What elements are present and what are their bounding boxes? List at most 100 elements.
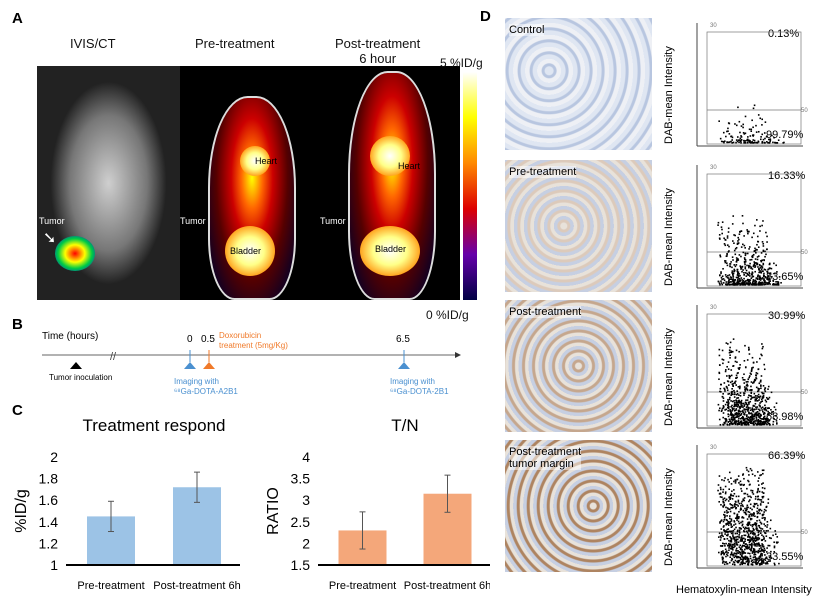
scatter-point — [759, 521, 762, 524]
scatter-point — [743, 382, 746, 384]
y-tick-label: 4 — [302, 449, 310, 465]
scatter-point — [726, 553, 728, 556]
scatter-point — [733, 270, 735, 273]
scatter-point — [735, 536, 737, 538]
scatter-point — [727, 500, 730, 502]
scatter-point — [756, 263, 759, 266]
scatter-point — [761, 124, 763, 126]
scatter-point — [772, 420, 775, 423]
scatter-point — [766, 420, 768, 423]
scatter-point — [725, 262, 728, 264]
scatter-point — [719, 535, 722, 537]
scatter-point — [736, 544, 739, 546]
scatter-point — [738, 415, 740, 417]
scatter-point — [726, 519, 728, 522]
scatter-point — [740, 412, 743, 415]
scatter-point — [722, 397, 725, 400]
scatter-point — [740, 139, 743, 141]
scatter-point — [730, 276, 733, 279]
scatter-point — [730, 421, 732, 424]
scatter-point — [720, 226, 723, 228]
scatter-point — [757, 423, 759, 425]
scatter-point — [756, 510, 758, 513]
scatter-point — [761, 241, 764, 243]
scatter-point — [776, 141, 779, 144]
scatter-point — [738, 282, 741, 285]
scatter-point — [733, 405, 735, 408]
scatter-point — [734, 413, 737, 416]
scatter-point — [755, 522, 758, 525]
scatter-point — [758, 263, 761, 266]
scatter-point — [729, 540, 732, 543]
scatter-point — [764, 387, 767, 389]
scatter-point — [743, 274, 745, 276]
x-tick-label: Post-treatment 6h — [153, 580, 240, 592]
scatter-point — [749, 279, 752, 281]
scatter-point — [740, 538, 743, 541]
scatter-point — [718, 418, 721, 421]
scatter-point — [751, 141, 753, 144]
scatter-point — [758, 397, 761, 399]
scatter-point — [742, 243, 744, 246]
scatter-point — [723, 387, 725, 390]
scatter-point — [731, 490, 733, 493]
scatter-point — [726, 389, 729, 391]
scatter-point — [733, 520, 735, 522]
scatter-point — [733, 480, 735, 483]
scatter-point — [724, 420, 727, 422]
scatter-point — [752, 135, 755, 137]
scatter-point — [740, 125, 743, 127]
scatter-point — [742, 560, 744, 563]
scatter-point — [756, 423, 758, 426]
scatter-point — [765, 530, 768, 532]
scatter-point — [729, 420, 732, 422]
scatter-point — [725, 530, 728, 533]
scatter-point — [750, 420, 752, 423]
scatter-point — [758, 548, 761, 550]
scatter-point — [757, 389, 760, 392]
t0-label: 0 — [187, 334, 193, 345]
scatter-point — [762, 550, 765, 552]
scatter-point — [756, 243, 758, 246]
scatter-point — [730, 412, 732, 414]
scatter-point — [722, 405, 725, 407]
scatter-point — [746, 359, 749, 361]
scatter-point — [760, 501, 763, 503]
scatter-point — [758, 526, 761, 529]
scatter-point — [759, 508, 762, 511]
scatter-point — [739, 540, 742, 542]
scatter-point — [772, 141, 774, 144]
scatter-point — [724, 239, 727, 241]
scatter-point — [735, 408, 738, 410]
scatter-point — [718, 354, 721, 357]
scatter-point — [777, 282, 780, 284]
scatter-point — [747, 283, 750, 286]
scatter-point — [733, 409, 736, 412]
scatter-point — [749, 412, 752, 415]
scatter-point — [748, 283, 751, 286]
scatter-point — [732, 240, 734, 242]
scatter-point — [718, 378, 720, 381]
scatter-point — [735, 261, 738, 263]
scatter-point — [729, 423, 731, 425]
scatter-point — [723, 421, 726, 424]
scatter-point — [756, 390, 759, 393]
scatter-point — [758, 490, 761, 493]
scatter-point — [744, 266, 747, 268]
scatter-point — [738, 238, 740, 241]
scatter-point — [732, 279, 735, 282]
scatter-point — [740, 502, 743, 505]
scatter-point — [772, 423, 774, 426]
scatter-point — [740, 399, 743, 402]
scatter-point — [767, 502, 770, 504]
scatter-point — [748, 528, 750, 531]
scatter-point — [751, 508, 753, 511]
scatter-point — [741, 548, 743, 551]
scatter-point — [747, 470, 750, 473]
scatter-point — [732, 535, 734, 538]
scatter-point — [745, 406, 748, 408]
scatter-point — [744, 548, 746, 551]
scatter-point — [733, 556, 736, 559]
scatter-point — [751, 271, 754, 274]
scatter-point — [740, 230, 742, 232]
